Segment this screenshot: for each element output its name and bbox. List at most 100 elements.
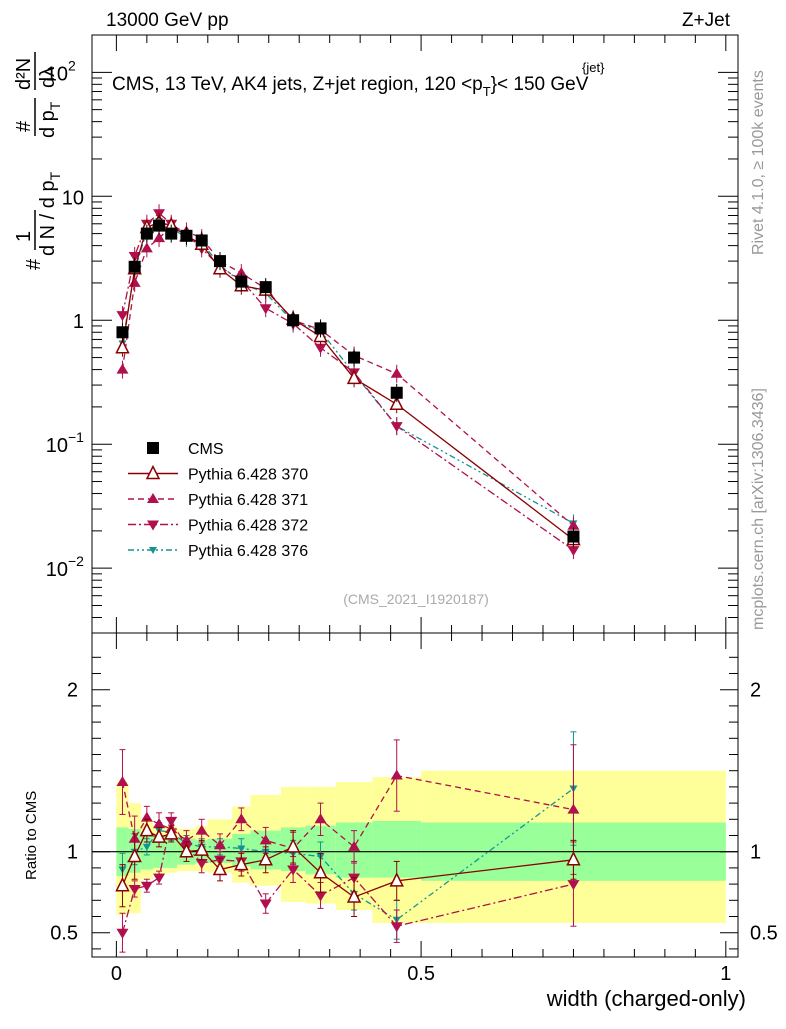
marker-open-triangle	[258, 851, 273, 866]
ratio-tick-label: 0.5	[50, 923, 78, 945]
marker-open-triangle	[313, 864, 328, 879]
marker-square	[147, 442, 159, 454]
legend-label: CMS	[188, 441, 224, 458]
ratio-ticks: 2 2 1 1 0.5 0.5	[50, 656, 778, 950]
ratio-tick-label-right: 0.5	[750, 923, 778, 945]
marker-triangle-down	[195, 859, 208, 870]
marker-triangle-down	[314, 891, 327, 902]
marker-triangle-up	[390, 367, 403, 378]
marker-triangle-up	[567, 803, 580, 814]
marker-square	[213, 255, 226, 268]
legend-entry: Pythia 6.428 372	[128, 518, 308, 535]
marker-triangle-up	[147, 493, 159, 503]
marker-open-triangle	[115, 339, 130, 354]
analysis-tag: (CMS_2021_I1920187)	[343, 591, 489, 607]
marker-square	[314, 322, 327, 335]
marker-square	[195, 234, 208, 247]
y-tick-label: 10	[46, 559, 68, 581]
marker-triangle-up	[390, 769, 403, 780]
marker-triangle-down	[116, 311, 129, 322]
y-tick-exp: 2	[68, 57, 76, 73]
marker-square	[390, 386, 403, 399]
marker-open-triangle	[139, 821, 155, 837]
marker-open-triangle	[145, 464, 161, 480]
legend-label: Pythia 6.428 371	[188, 492, 308, 509]
x-tick-label: 1	[720, 963, 731, 985]
marker-triangle-down	[390, 422, 403, 433]
ylabel-hash: #	[23, 258, 45, 270]
marker-open-triangle	[164, 825, 179, 840]
x-axis-label: width (charged-only)	[546, 986, 746, 1011]
marker-triangle-down	[259, 899, 272, 910]
header-left: 13000 GeV pp	[106, 10, 229, 31]
marker-square	[287, 314, 300, 327]
ratio-y-label: Ratio to CMS	[23, 791, 40, 880]
header-right: Z+Jet	[682, 10, 731, 31]
x-tick-label: 0	[111, 963, 122, 985]
marker-triangle-down-small	[149, 547, 157, 554]
series-1	[115, 213, 581, 549]
ratio-tick-label-right: 2	[750, 680, 761, 702]
y-tick-label: 10	[62, 187, 84, 209]
legend-label: Pythia 6.428 376	[188, 543, 308, 560]
marker-open-triangle	[127, 847, 142, 863]
marker-square	[153, 219, 166, 232]
marker-triangle-down	[390, 922, 403, 933]
marker-square	[116, 326, 129, 339]
legend-label: Pythia 6.428 370	[188, 467, 308, 484]
marker-open-triangle	[389, 395, 404, 411]
ratio-plot	[115, 731, 581, 953]
marker-triangle-down	[567, 880, 580, 891]
marker-triangle-down	[140, 881, 153, 892]
y-tick-exp: −2	[68, 553, 84, 569]
marker-triangle-up	[116, 776, 129, 787]
marker-open-triangle	[346, 888, 362, 903]
y-tick-label: 10	[46, 63, 68, 85]
marker-open-triangle	[212, 860, 228, 876]
marker-triangle-down	[259, 304, 272, 315]
title-end: }< 150 GeV	[491, 74, 589, 95]
marker-triangle-down	[128, 251, 141, 262]
marker-triangle-down-small	[237, 845, 246, 853]
marker-triangle-up	[259, 834, 272, 845]
marker-triangle-up	[235, 267, 248, 278]
ratio-line	[121, 787, 574, 921]
marker-triangle-down	[287, 865, 300, 876]
legend-entry: Pythia 6.428 371	[128, 492, 308, 509]
marker-triangle-up	[348, 840, 361, 851]
marker-triangle-down	[153, 873, 166, 884]
marker-square	[235, 275, 248, 288]
marker-triangle-up	[153, 232, 166, 243]
ratio-tick-label: 1	[67, 842, 78, 864]
ylabel-dN: d N / d pT	[37, 171, 63, 256]
ratio-tick-label: 2	[67, 680, 78, 702]
marker-square	[259, 281, 272, 294]
legend-entry: Pythia 6.428 376	[128, 543, 308, 560]
ratio-series-1	[115, 818, 581, 917]
series-line	[121, 220, 574, 524]
marker-triangle-up	[213, 839, 226, 850]
title-sub: T	[483, 84, 491, 99]
y-axis-label: # 1 d N / d pT # d pT d²N dλ	[13, 52, 63, 270]
ylabel-d2N: d²N	[13, 58, 35, 90]
marker-triangle-down-small	[142, 843, 151, 851]
marker-open-triangle	[566, 851, 581, 866]
marker-square	[128, 260, 141, 273]
legend-entry: Pythia 6.428 370	[128, 464, 308, 484]
marker-triangle-down	[128, 884, 141, 895]
legend-entry: CMS	[147, 441, 224, 458]
marker-triangle-down	[314, 343, 327, 354]
title-main: CMS, 13 TeV, AK4 jets, Z+jet region, 120…	[112, 74, 483, 95]
ylabel-one: 1	[13, 231, 35, 242]
ratio-bands	[116, 770, 726, 923]
legend-label: Pythia 6.428 372	[188, 518, 308, 535]
y-tick-exp: −1	[68, 429, 84, 445]
series-line	[121, 225, 574, 527]
marker-triangle-up	[235, 813, 248, 824]
y-tick-label: 10	[46, 435, 68, 457]
marker-square	[348, 351, 361, 364]
marker-triangle-up	[195, 824, 208, 835]
chart-title: CMS, 13 TeV, AK4 jets, Z+jet region, 120…	[112, 74, 589, 99]
